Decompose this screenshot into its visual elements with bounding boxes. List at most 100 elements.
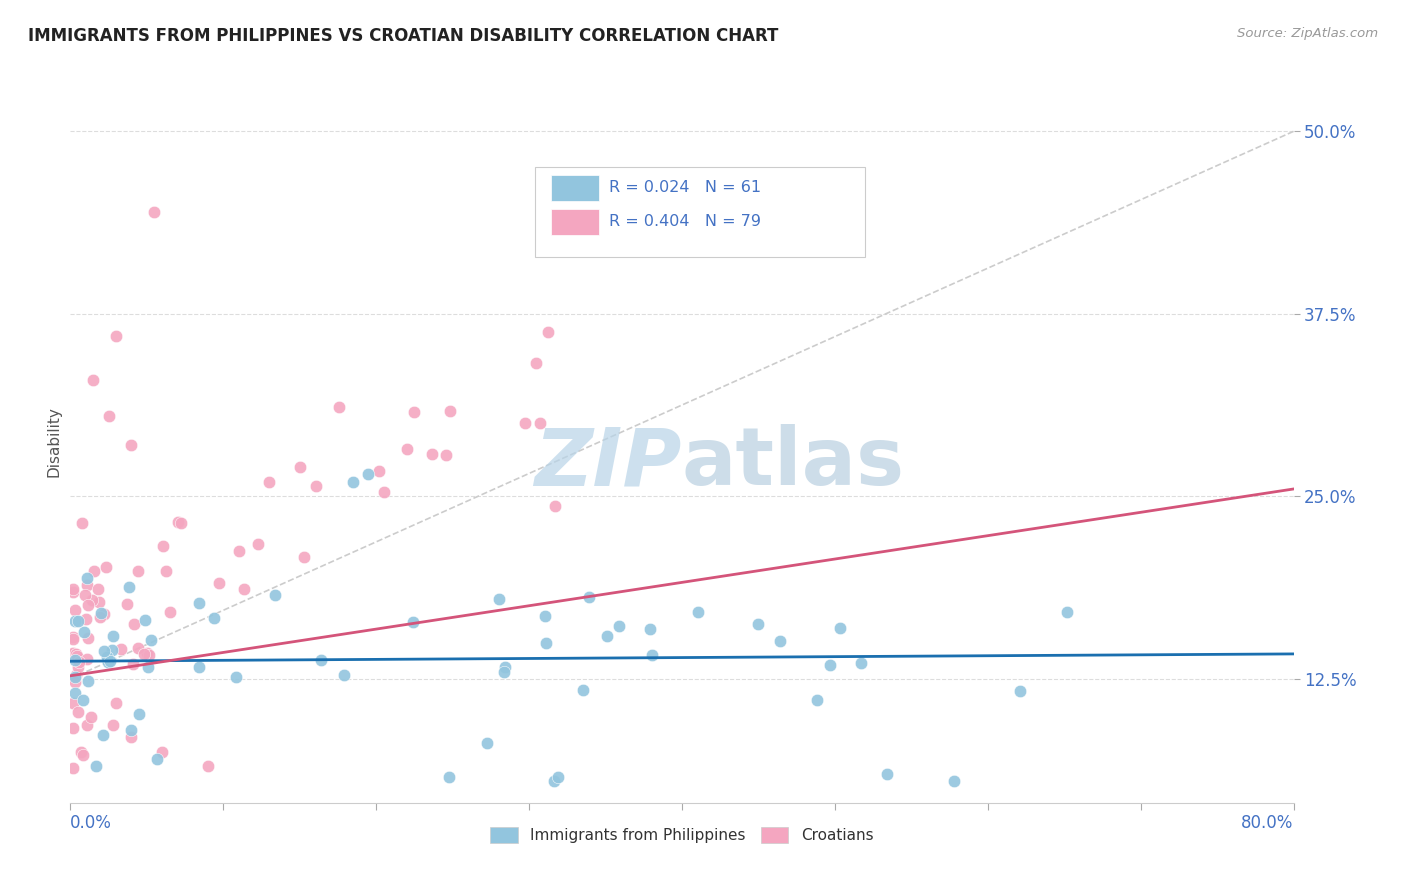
Point <box>595 629 617 643</box>
Point <box>62 696 84 710</box>
Point <box>63 686 86 700</box>
Point <box>77 674 100 689</box>
Point <box>187 596 209 610</box>
Point <box>76 652 98 666</box>
Point <box>82 372 104 386</box>
Point <box>155 565 177 579</box>
Point <box>688 605 710 619</box>
Point <box>77 599 100 613</box>
Point <box>368 464 391 478</box>
Point <box>97 409 120 423</box>
Point <box>475 736 498 750</box>
Point <box>529 417 551 431</box>
Point <box>769 634 792 648</box>
Point <box>127 640 149 655</box>
Point <box>246 537 269 551</box>
Point <box>62 584 84 599</box>
Point <box>66 615 89 629</box>
Point <box>66 649 89 664</box>
Point <box>65 647 87 661</box>
Point <box>93 644 115 658</box>
Legend: Immigrants from Philippines, Croatians: Immigrants from Philippines, Croatians <box>485 822 879 849</box>
Point <box>492 665 515 680</box>
Point <box>84 759 107 773</box>
Point <box>641 648 664 662</box>
Point <box>1008 684 1031 698</box>
Point <box>849 656 872 670</box>
Point <box>77 631 100 645</box>
Point <box>128 706 150 721</box>
Point <box>202 611 225 625</box>
Point <box>101 718 124 732</box>
Point <box>70 745 93 759</box>
Point <box>150 745 173 759</box>
Point <box>63 674 86 689</box>
Point <box>127 564 149 578</box>
Point <box>96 649 118 664</box>
Point <box>122 617 145 632</box>
Point <box>67 656 90 670</box>
Point <box>72 516 94 530</box>
Point <box>578 591 600 605</box>
Point <box>396 442 419 457</box>
Point <box>115 597 138 611</box>
Point <box>640 622 662 636</box>
Point <box>136 646 159 660</box>
Point <box>495 660 517 674</box>
Point <box>62 630 84 644</box>
Point <box>818 658 841 673</box>
Point <box>342 475 364 489</box>
Point <box>141 633 163 648</box>
Point <box>436 448 458 462</box>
Text: R = 0.024   N = 61: R = 0.024 N = 61 <box>609 180 761 195</box>
Point <box>91 728 114 742</box>
Text: R = 0.404   N = 79: R = 0.404 N = 79 <box>609 214 761 229</box>
Text: Source: ZipAtlas.com: Source: ZipAtlas.com <box>1237 27 1378 40</box>
Point <box>104 696 127 710</box>
Point <box>101 629 124 643</box>
Point <box>62 632 84 647</box>
Point <box>187 659 209 673</box>
FancyBboxPatch shape <box>551 175 599 201</box>
Point <box>543 500 565 514</box>
Point <box>83 564 105 578</box>
Point <box>373 485 395 500</box>
Point <box>357 467 380 482</box>
Point <box>328 400 350 414</box>
Point <box>524 356 547 370</box>
Point <box>73 588 96 602</box>
Point <box>143 204 166 219</box>
Point <box>537 325 560 339</box>
Point <box>309 652 332 666</box>
Point <box>96 560 118 574</box>
Point <box>488 592 510 607</box>
Point <box>121 438 143 452</box>
Point <box>225 670 247 684</box>
Point <box>120 723 142 737</box>
Point <box>404 405 426 419</box>
Point <box>118 580 141 594</box>
Point <box>420 447 443 461</box>
Point <box>747 617 769 632</box>
Point <box>263 588 285 602</box>
Point <box>76 717 98 731</box>
Point <box>87 595 110 609</box>
Point <box>170 516 193 530</box>
Point <box>152 539 174 553</box>
Point <box>402 615 425 629</box>
Point <box>72 747 94 762</box>
Point <box>228 543 250 558</box>
Point <box>288 460 311 475</box>
Point <box>80 710 103 724</box>
Point <box>136 660 159 674</box>
Text: 0.0%: 0.0% <box>70 814 112 832</box>
Point <box>609 619 631 633</box>
FancyBboxPatch shape <box>536 167 866 257</box>
Point <box>110 641 132 656</box>
Point <box>1056 605 1078 619</box>
Point <box>63 670 86 684</box>
Point <box>208 575 231 590</box>
Point <box>96 655 118 669</box>
Point <box>73 624 96 639</box>
Point <box>138 648 160 663</box>
